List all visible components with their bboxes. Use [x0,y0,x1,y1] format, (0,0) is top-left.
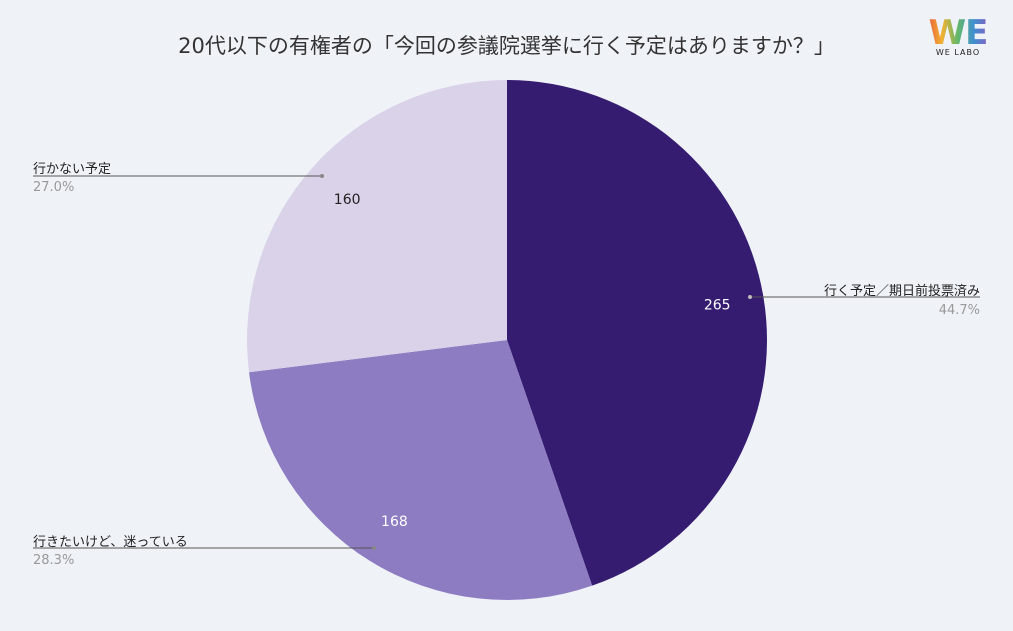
slice-percent-label: 27.0% [33,180,75,195]
logo-mark: WE [926,16,990,50]
slice-value-label: 265 [704,298,731,314]
slice-percent-label: 44.7% [938,303,980,318]
pie-slice-3 [246,80,507,373]
leader-dot [748,295,752,299]
leader-dot [320,174,324,178]
slice-percent-label: 28.3% [33,553,75,568]
leader-dot [372,546,376,550]
pie-slice-2 [249,340,593,600]
pie-slice-1 [507,80,768,586]
we-labo-logo: WE WE LABO [926,16,990,64]
slice-value-label: 168 [381,514,408,530]
chart-title: 20代以下の有権者の「今回の参議院選挙に行く予定はありますか？」 [178,34,835,58]
slice-category-label: 行きたいけど、迷っている [33,535,188,550]
slice-value-label: 160 [334,192,361,208]
logo-text: WE LABO [935,48,981,57]
slice-category-label: 行かない予定 [33,162,112,177]
slice-category-label: 行く予定／期日前投票済み [823,284,980,299]
